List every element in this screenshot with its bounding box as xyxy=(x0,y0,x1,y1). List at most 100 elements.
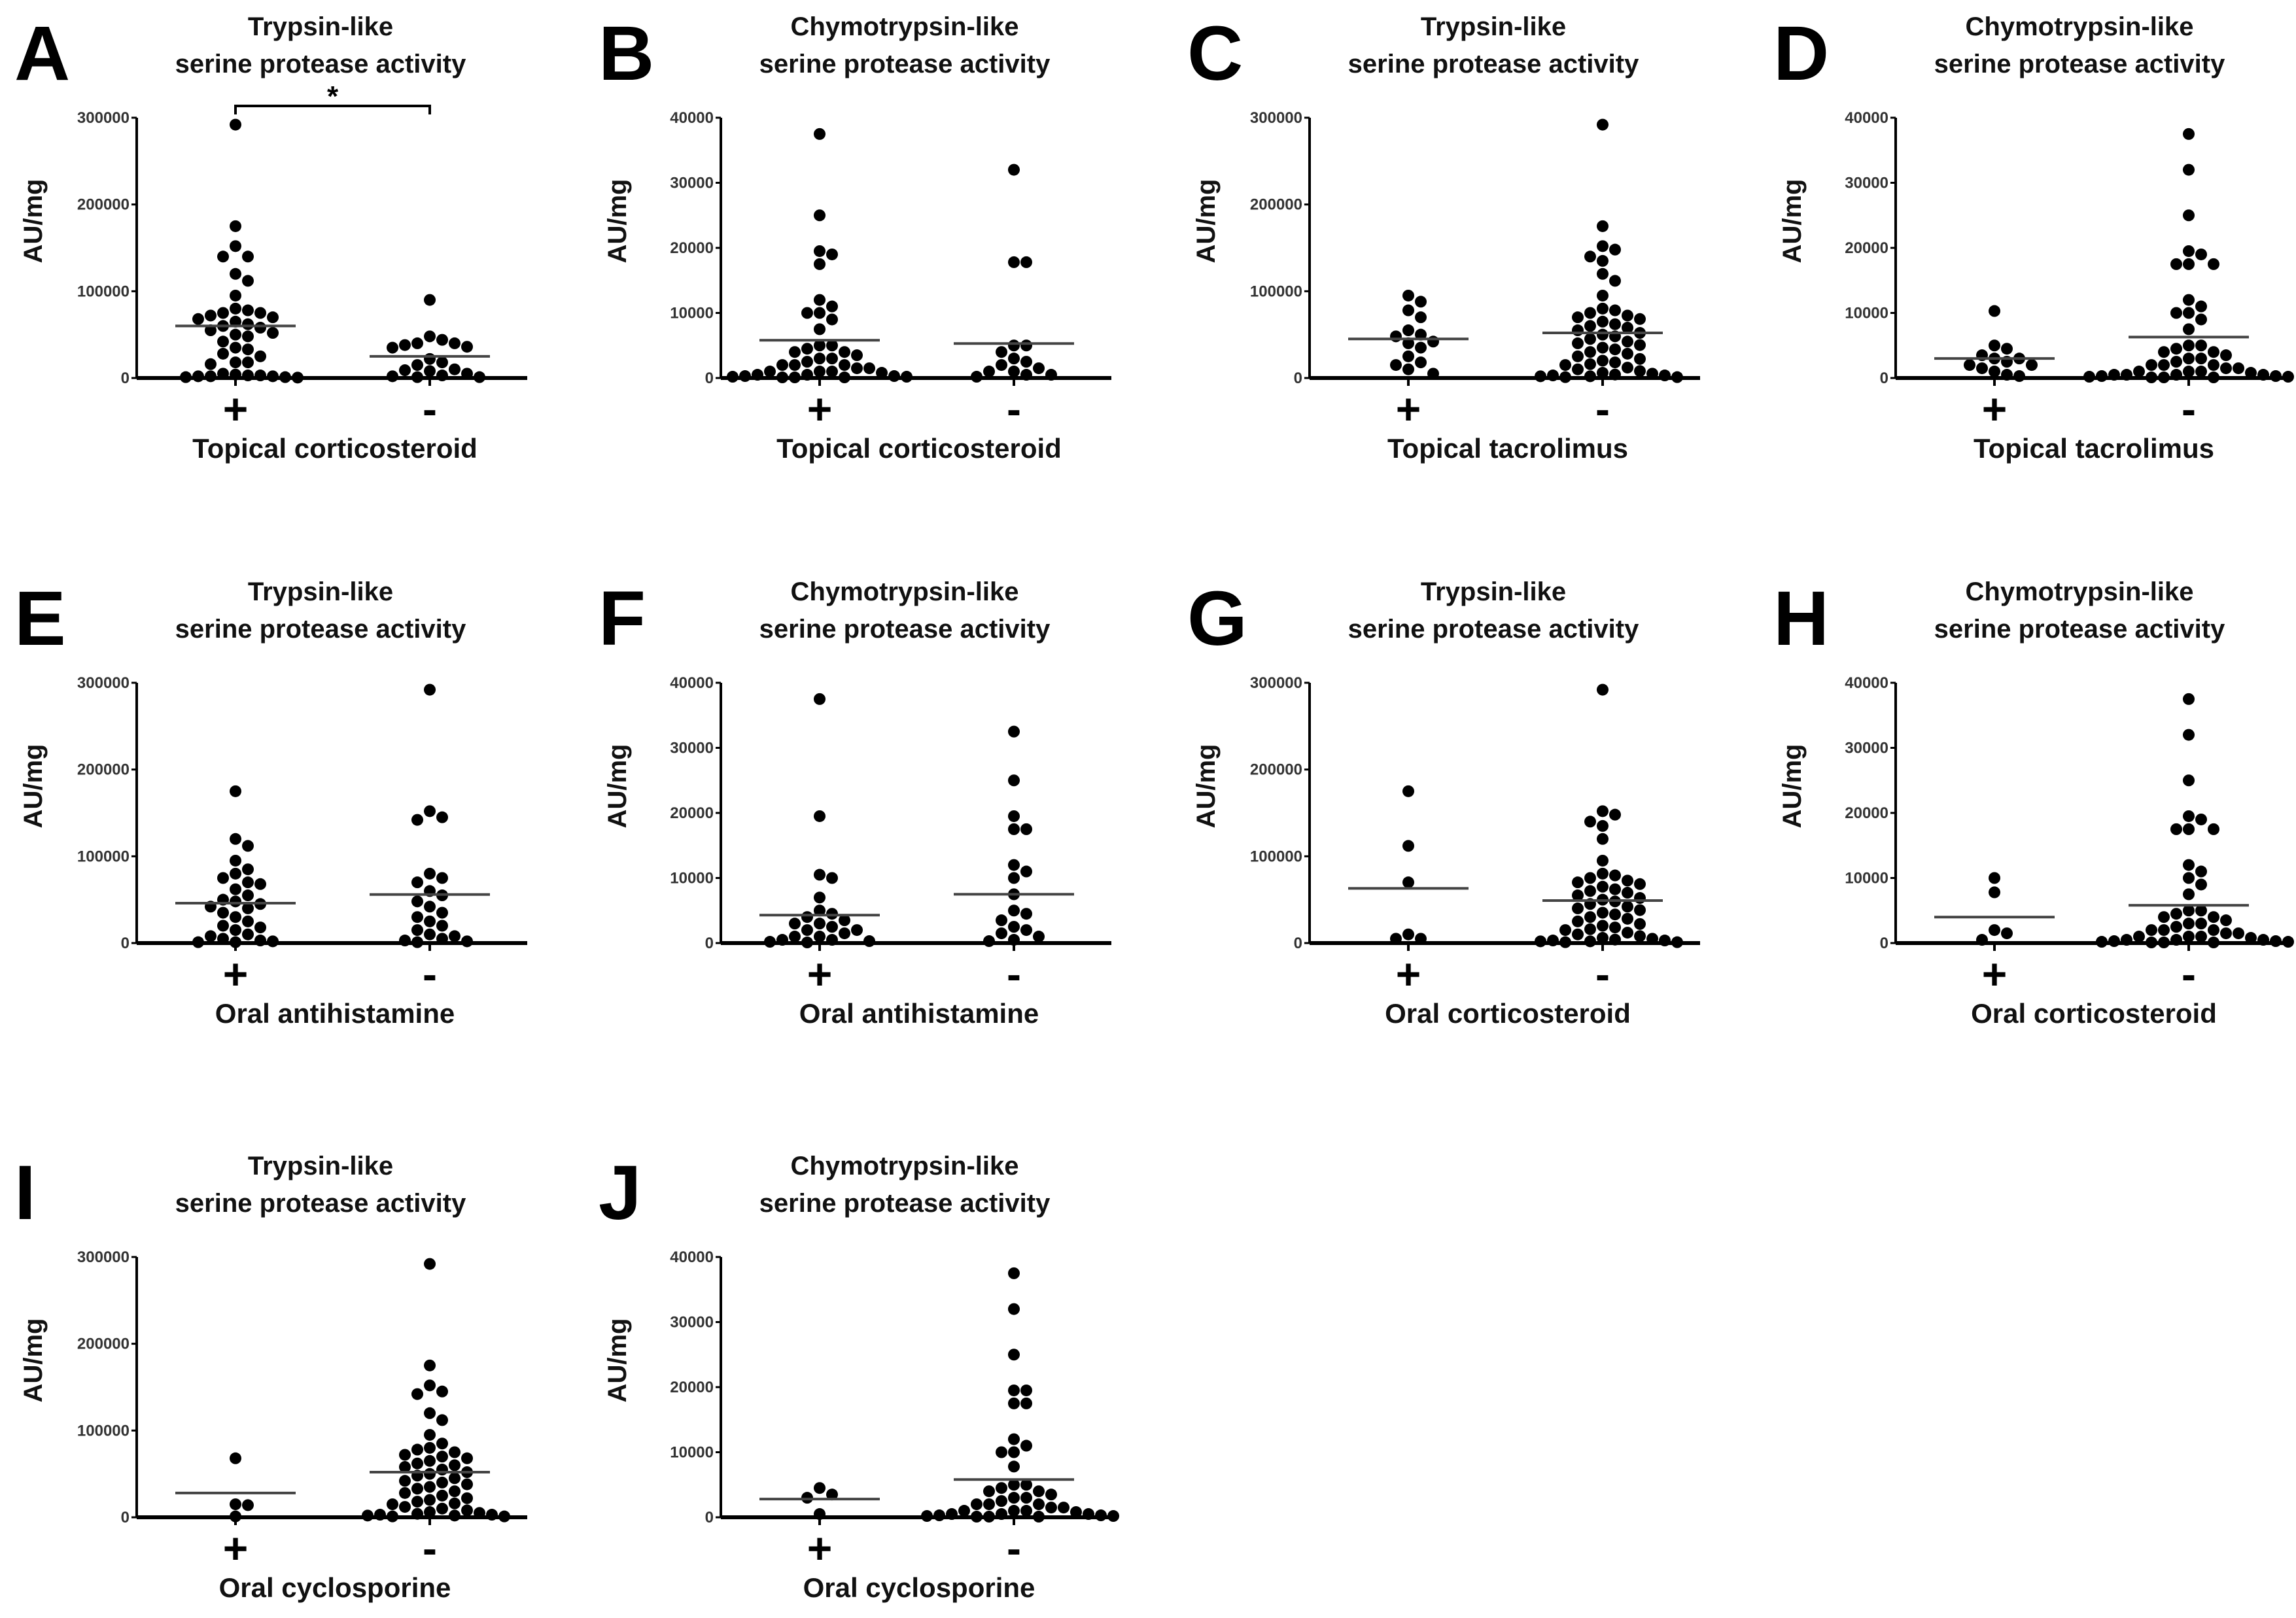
data-point xyxy=(983,935,995,948)
data-point xyxy=(826,353,838,365)
data-point xyxy=(1634,313,1646,325)
data-point xyxy=(2183,258,2195,270)
data-point xyxy=(230,240,241,252)
data-point xyxy=(436,1414,448,1426)
data-point xyxy=(2195,918,2207,930)
y-axis-label: AU/mg xyxy=(19,179,48,264)
data-point xyxy=(1584,320,1596,332)
x-axis-label: Oral antihistamine xyxy=(799,998,1039,1029)
data-point xyxy=(1535,935,1546,948)
data-point xyxy=(921,1510,933,1523)
data-point xyxy=(2257,369,2269,381)
data-point xyxy=(1008,1433,1020,1445)
data-point xyxy=(387,341,398,354)
panel-c: C Trypsin-like serine protease activity AU/… xyxy=(1187,10,1700,464)
data-point xyxy=(461,368,473,380)
data-point xyxy=(411,337,423,349)
data-point xyxy=(2158,924,2170,937)
data-point xyxy=(2195,931,2207,943)
data-point xyxy=(399,1501,411,1513)
data-point xyxy=(1020,356,1032,368)
data-point xyxy=(851,362,863,375)
data-point xyxy=(1609,933,1621,946)
data-point xyxy=(1584,923,1596,935)
x-axis-label: Oral cyclosporine xyxy=(803,1572,1035,1603)
panel-title-line-1: Trypsin-like xyxy=(1421,577,1566,606)
data-point xyxy=(1634,892,1646,904)
y-tick-label: 20000 xyxy=(670,804,714,822)
data-point xyxy=(242,1499,254,1511)
y-tick-label: 0 xyxy=(1294,370,1302,387)
data-point xyxy=(2146,937,2157,949)
data-point xyxy=(1609,318,1621,330)
data-point xyxy=(1008,1479,1020,1491)
y-tick-label: 0 xyxy=(121,370,130,387)
group-label: + xyxy=(1982,950,2008,998)
data-point xyxy=(217,933,229,945)
y-tick-label: 200000 xyxy=(77,1335,130,1353)
data-point xyxy=(814,353,826,365)
data-point xyxy=(2146,371,2157,384)
data-point xyxy=(242,889,254,902)
data-point xyxy=(1008,725,1020,738)
data-point xyxy=(764,366,776,378)
data-point xyxy=(1609,304,1621,317)
group-label: + xyxy=(807,950,833,998)
data-point xyxy=(230,356,241,369)
data-point xyxy=(2195,300,2207,313)
y-tick-label: 40000 xyxy=(670,674,714,692)
data-point xyxy=(230,895,241,908)
data-point xyxy=(1622,347,1633,360)
panel-title-line-1: Trypsin-like xyxy=(248,577,393,606)
data-point xyxy=(1597,254,1609,267)
data-point xyxy=(217,872,229,884)
data-point xyxy=(205,370,217,383)
data-point xyxy=(449,363,461,375)
data-point xyxy=(242,343,254,356)
data-point xyxy=(498,1510,510,1523)
data-point xyxy=(2208,924,2219,937)
data-point xyxy=(242,318,254,330)
data-point xyxy=(1008,1505,1020,1517)
data-point xyxy=(2220,362,2232,375)
data-point xyxy=(267,370,279,383)
data-point xyxy=(2195,878,2207,891)
y-tick-label: 40000 xyxy=(670,1248,714,1266)
y-tick-label: 100000 xyxy=(77,283,130,300)
data-point xyxy=(1597,805,1609,818)
data-point xyxy=(1020,1505,1032,1517)
data-point xyxy=(1597,341,1609,354)
data-point xyxy=(2183,810,2195,822)
data-point xyxy=(192,370,204,383)
panel-title-line-1: Trypsin-like xyxy=(248,12,393,41)
y-axis-label: AU/mg xyxy=(1778,744,1807,829)
panel-title-line-2: serine protease activity xyxy=(1934,615,2225,644)
panel-g: G Trypsin-like serine protease activity AU/… xyxy=(1187,576,1700,1029)
data-point xyxy=(814,1508,826,1521)
data-point xyxy=(217,368,229,380)
data-point xyxy=(1609,368,1621,381)
y-tick-label: 300000 xyxy=(1250,109,1302,127)
x-axis-label: Topical tacrolimus xyxy=(1974,433,2214,464)
data-point xyxy=(461,935,473,948)
data-point xyxy=(1427,336,1439,348)
data-point xyxy=(1584,885,1596,897)
data-point xyxy=(1976,362,1988,375)
y-tick-label: 300000 xyxy=(77,109,130,127)
panel-j: J Chymotrypsin-like serine protease activi… xyxy=(599,1150,1119,1603)
data-point xyxy=(436,1476,448,1489)
panel-letter: D xyxy=(1773,10,1829,97)
group-label: + xyxy=(223,950,249,998)
y-tick-label: 10000 xyxy=(670,870,714,887)
data-point xyxy=(2208,911,2219,923)
panel-f: F Chymotrypsin-like serine protease activi… xyxy=(599,576,1111,1029)
data-point xyxy=(776,934,788,946)
y-tick-label: 100000 xyxy=(77,1422,130,1439)
y-tick-label: 300000 xyxy=(77,1248,130,1266)
data-point xyxy=(424,867,436,880)
data-point xyxy=(1622,322,1633,334)
y-tick-label: 20000 xyxy=(670,1379,714,1396)
data-point xyxy=(801,937,813,949)
data-point xyxy=(1008,823,1020,835)
